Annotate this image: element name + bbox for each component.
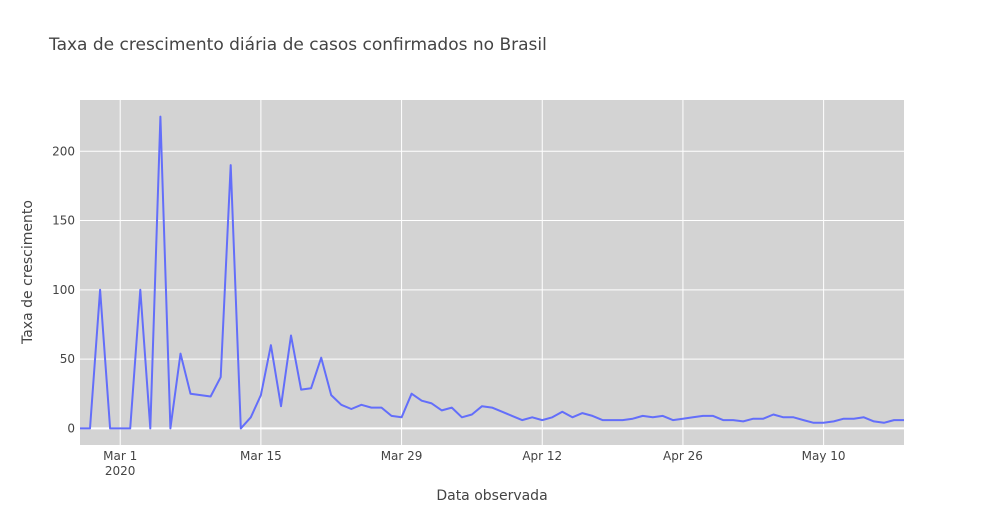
x-tick-label: Apr 12: [522, 449, 562, 463]
x-gridlines: [119, 100, 825, 445]
chart-title: Taxa de crescimento diária de casos conf…: [48, 35, 547, 55]
y-tick-label: 200: [52, 144, 75, 158]
y-tick-label: 100: [52, 283, 75, 297]
x-tick-label: Apr 26: [663, 449, 703, 463]
series-group: [80, 115, 904, 430]
x-year-label: 2020: [105, 464, 136, 478]
y-tick-label: 0: [67, 421, 75, 435]
y-gridlines: [80, 150, 904, 360]
y-tick-labels: 0 50 100 150 200: [52, 144, 75, 435]
x-tick-label: Mar 1: [103, 449, 137, 463]
series-line: [80, 115, 904, 430]
x-axis-title: Data observada: [436, 488, 547, 504]
y-tick-label: 150: [52, 214, 75, 228]
y-tick-label: 50: [60, 352, 75, 366]
x-tick-labels: Mar 1 Mar 15 Mar 29 Apr 12 Apr 26 May 10: [103, 449, 845, 463]
plot-area: [80, 100, 904, 445]
x-tick-label: Mar 15: [240, 449, 282, 463]
y-axis-title: Taxa de crescimento: [20, 200, 36, 345]
x-tick-label: Mar 29: [381, 449, 423, 463]
x-tick-label: May 10: [802, 449, 846, 463]
